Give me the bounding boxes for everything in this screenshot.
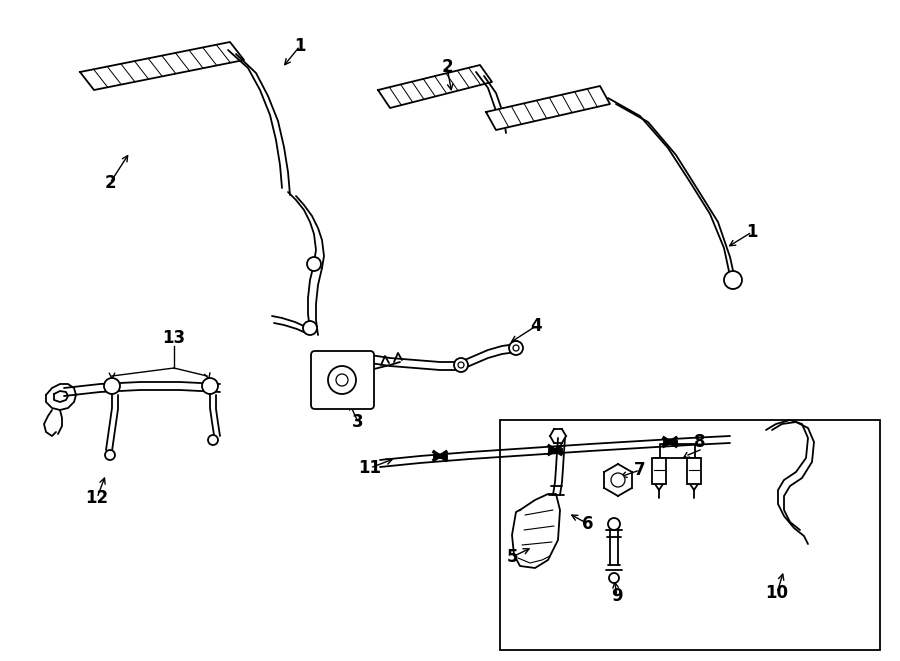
Circle shape — [608, 518, 620, 530]
Text: 12: 12 — [86, 489, 109, 507]
Circle shape — [513, 345, 519, 351]
Text: 2: 2 — [441, 58, 453, 76]
Circle shape — [208, 435, 218, 445]
Bar — [687, 458, 701, 484]
FancyBboxPatch shape — [311, 351, 374, 409]
Circle shape — [303, 321, 317, 335]
Circle shape — [307, 257, 321, 271]
Text: 13: 13 — [162, 329, 185, 347]
Text: 4: 4 — [530, 317, 542, 335]
Text: 11: 11 — [358, 459, 382, 477]
Text: 1: 1 — [746, 223, 758, 241]
Text: 7: 7 — [634, 461, 646, 479]
Circle shape — [454, 358, 468, 372]
Text: 10: 10 — [766, 584, 788, 602]
Text: 9: 9 — [611, 587, 623, 605]
Text: 5: 5 — [506, 548, 518, 566]
Text: 1: 1 — [294, 37, 306, 55]
Text: 2: 2 — [104, 174, 116, 192]
Circle shape — [328, 366, 356, 394]
Circle shape — [105, 450, 115, 460]
Bar — [500, 420, 880, 650]
Circle shape — [611, 473, 625, 487]
Polygon shape — [486, 86, 610, 130]
Text: 6: 6 — [582, 515, 594, 533]
Circle shape — [724, 271, 742, 289]
Circle shape — [609, 573, 619, 583]
Polygon shape — [378, 65, 492, 108]
Text: 8: 8 — [694, 433, 706, 451]
Circle shape — [336, 374, 348, 386]
Circle shape — [202, 378, 218, 394]
Circle shape — [509, 341, 523, 355]
Bar — [652, 458, 666, 484]
Polygon shape — [80, 42, 244, 90]
Text: 3: 3 — [352, 413, 364, 431]
Circle shape — [104, 378, 120, 394]
Polygon shape — [512, 494, 560, 568]
Circle shape — [458, 362, 464, 368]
